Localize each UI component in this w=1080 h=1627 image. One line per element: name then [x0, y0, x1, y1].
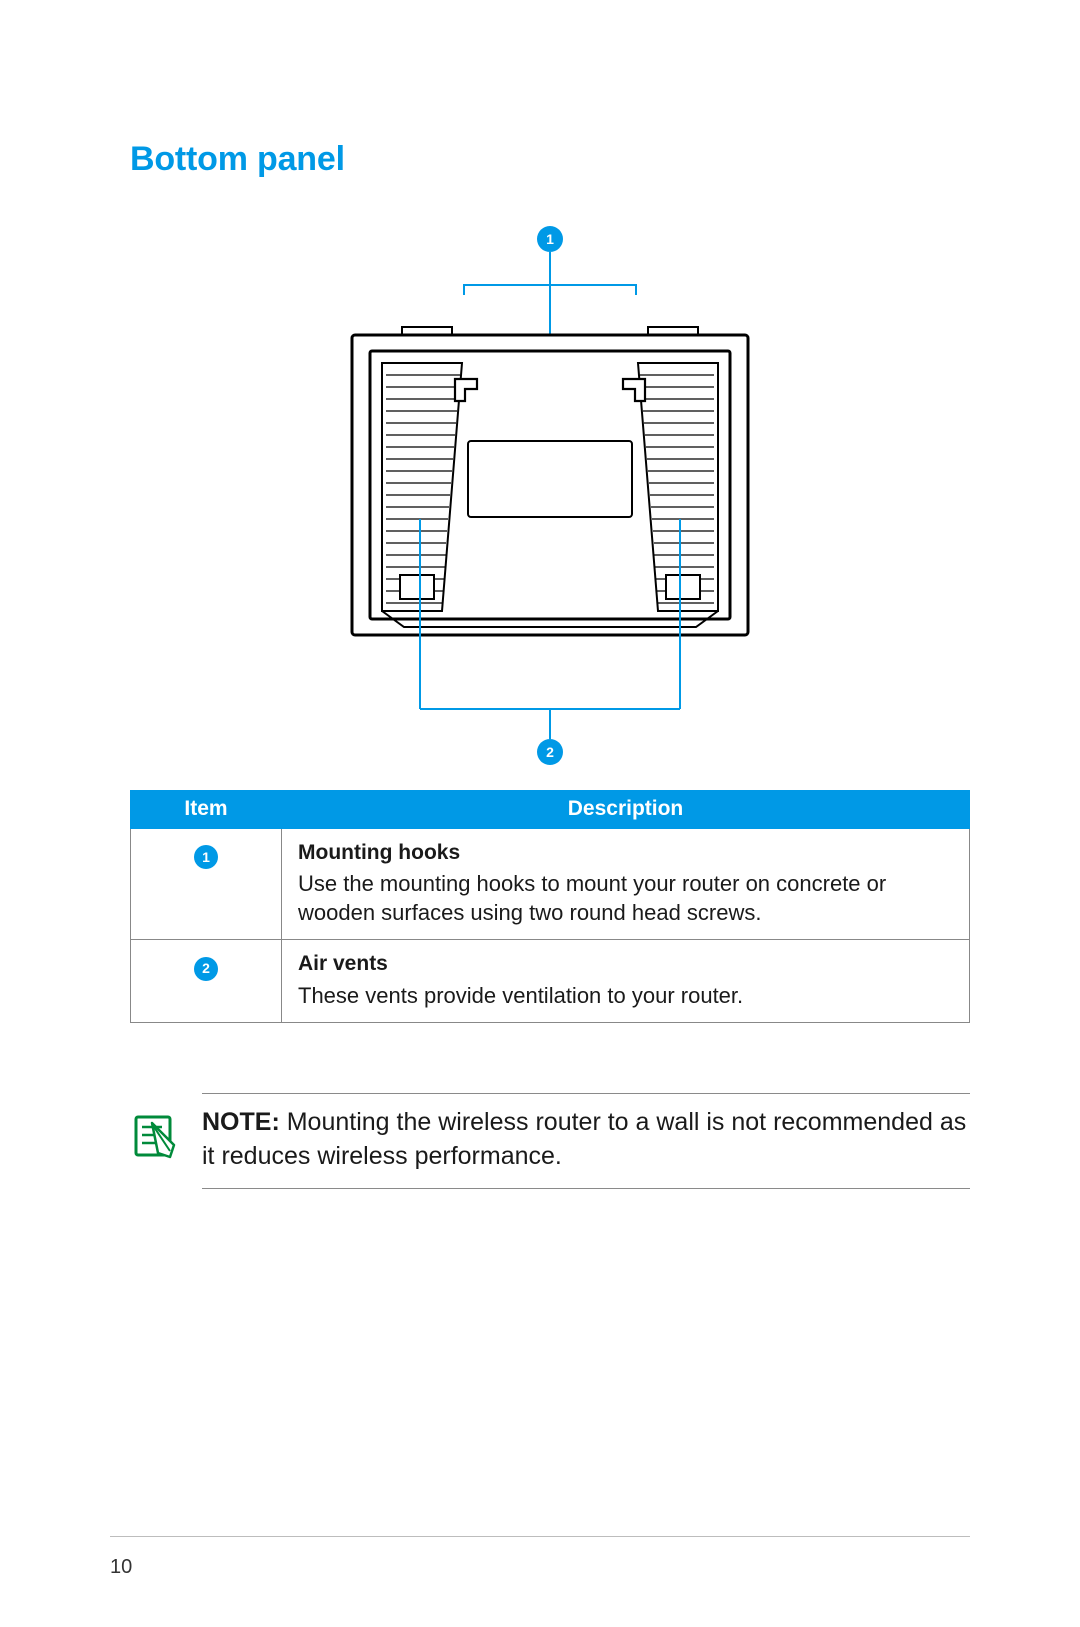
table-row: 2 Air vents These vents provide ventilat… [131, 940, 970, 1023]
row-body: These vents provide ventilation to your … [298, 982, 953, 1011]
section-heading: Bottom panel [130, 140, 970, 179]
callout-badge-2: 2 [546, 744, 554, 760]
table-cell-badge: 1 [131, 829, 282, 940]
diagram-container: 1 [130, 219, 970, 784]
description-table: Item Description 1 Mounting hooks Use th… [130, 790, 970, 1023]
table-cell-description: Mounting hooks Use the mounting hooks to… [282, 829, 970, 940]
note-icon [130, 1093, 180, 1166]
number-badge-icon: 2 [194, 957, 218, 981]
note-text: NOTE: Mounting the wireless router to a … [202, 1093, 970, 1189]
table-cell-description: Air vents These vents provide ventilatio… [282, 940, 970, 1023]
table-row: 1 Mounting hooks Use the mounting hooks … [131, 829, 970, 940]
note-block: NOTE: Mounting the wireless router to a … [130, 1093, 970, 1189]
row-body: Use the mounting hooks to mount your rou… [298, 870, 953, 927]
row-title: Mounting hooks [298, 839, 953, 866]
table-header-item: Item [131, 791, 282, 829]
bottom-panel-diagram: 1 [270, 219, 830, 779]
table-header-description: Description [282, 791, 970, 829]
row-title: Air vents [298, 950, 953, 977]
callout-badge-1: 1 [546, 231, 554, 247]
note-label: NOTE: [202, 1108, 280, 1136]
page: Bottom panel 1 [0, 0, 1080, 1627]
number-badge-icon: 1 [194, 845, 218, 869]
note-body: Mounting the wireless router to a wall i… [202, 1108, 966, 1170]
page-number: 10 [110, 1556, 132, 1579]
footer-rule [110, 1536, 970, 1537]
table-cell-badge: 2 [131, 940, 282, 1023]
